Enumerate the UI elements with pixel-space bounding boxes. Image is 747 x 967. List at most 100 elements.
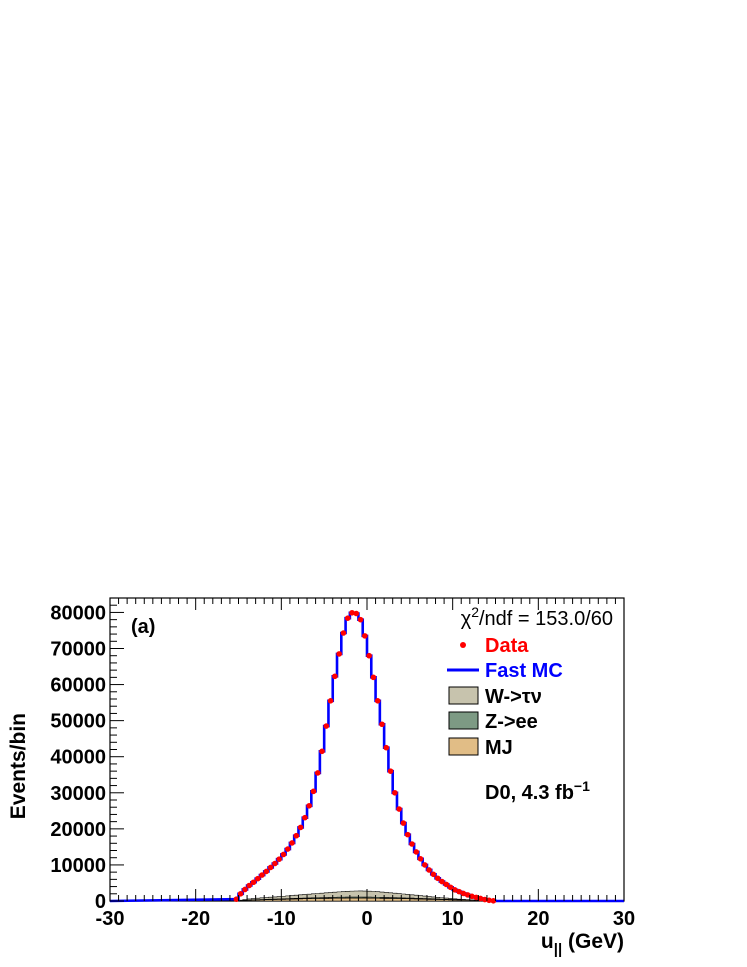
data-point	[306, 802, 312, 809]
data-point	[366, 652, 372, 659]
y-tick-label: 10000	[50, 855, 106, 877]
data-point	[254, 875, 261, 882]
data-point	[263, 868, 270, 875]
data-point	[327, 698, 334, 704]
y-tick-label: 20000	[50, 819, 106, 841]
data-point	[233, 896, 240, 902]
legend: Data Fast MC W->τν Z->ee MJ	[447, 635, 563, 759]
data-point	[370, 674, 377, 681]
data-point	[387, 768, 394, 774]
data-point	[383, 744, 390, 751]
data-point	[439, 878, 445, 885]
legend-z-ee-swatch-icon	[448, 711, 479, 730]
data-point	[486, 897, 492, 904]
y-tick-label: 80000	[50, 602, 106, 624]
data-point	[426, 867, 432, 873]
data-point	[417, 856, 424, 862]
data-point	[469, 893, 475, 900]
data-point	[340, 630, 347, 636]
legend-data-marker-icon	[460, 642, 466, 648]
data-point	[284, 846, 291, 852]
data-point	[237, 890, 244, 897]
legend-mj-label: MJ	[485, 737, 513, 759]
legend-entry-mj: MJ	[448, 737, 513, 759]
data-point	[319, 748, 325, 755]
data-point	[392, 789, 398, 796]
data-point	[413, 849, 420, 855]
legend-fast-mc-label: Fast MC	[485, 660, 563, 682]
data-point	[430, 871, 437, 878]
y-tick-label: 60000	[50, 675, 106, 697]
data-point	[259, 872, 265, 878]
data-point	[344, 615, 351, 621]
data-point	[280, 851, 287, 858]
data-point	[323, 723, 330, 729]
data-point	[276, 856, 282, 862]
legend-entry-z-ee: Z->ee	[448, 711, 538, 733]
data-point	[481, 896, 488, 903]
x-tick-label: 30	[613, 908, 635, 930]
legend-entry-data: Data	[460, 635, 529, 657]
data-point	[246, 882, 253, 889]
data-point	[452, 887, 458, 893]
data-point	[332, 673, 338, 680]
data-point	[362, 633, 368, 639]
legend-w-tau-nu-swatch-icon	[448, 686, 479, 705]
axis-ticks	[109, 597, 625, 902]
data-point	[250, 879, 257, 886]
data-point	[379, 721, 385, 728]
data-point	[464, 892, 471, 898]
data-point	[374, 698, 381, 704]
data-point	[400, 820, 407, 826]
data-point	[404, 831, 411, 838]
x-axis-title: u|| (GeV)	[541, 930, 624, 958]
data-point	[460, 890, 467, 897]
panel-label: (a)	[131, 616, 155, 638]
data-point	[396, 806, 402, 812]
legend-mj-swatch-icon	[448, 737, 479, 756]
legend-entry-fast-mc: Fast MC	[447, 660, 563, 682]
data-point	[456, 888, 462, 895]
y-tick-labels: 0 10000 20000 30000 40000 50000 60000 70000 8000…	[50, 602, 106, 913]
data-point	[272, 860, 278, 867]
legend-entry-w-tau-nu: W->τν	[448, 686, 542, 708]
x-tick-labels: -30 -20 -10 0 10 20 30	[96, 908, 636, 930]
legend-w-tau-nu-label: W->τν	[485, 686, 542, 708]
data-point	[434, 875, 441, 882]
y-tick-label: 50000	[50, 711, 106, 733]
data-point	[310, 788, 317, 795]
data-point	[302, 814, 308, 821]
x-tick-label: -30	[96, 908, 125, 930]
x-tick-label: -20	[181, 908, 210, 930]
y-axis-title: Events/bin	[7, 713, 30, 819]
data-series	[233, 609, 497, 904]
data-point	[314, 770, 321, 776]
experiment-annotation: D0, 4.3 fb−1	[485, 778, 590, 804]
data-point	[473, 894, 480, 901]
y-tick-label: 40000	[50, 747, 106, 769]
y-tick-label: 30000	[50, 783, 106, 805]
data-point	[443, 881, 450, 888]
data-point	[267, 864, 274, 871]
data-point	[353, 610, 360, 617]
data-point	[293, 832, 300, 839]
chi2-annotation: χ2/ndf = 153.0/60	[461, 604, 613, 630]
data-point	[357, 616, 364, 623]
x-tick-label: 20	[527, 908, 549, 930]
data-point	[336, 651, 342, 657]
data-point	[297, 824, 304, 831]
x-tick-label: 10	[442, 908, 464, 930]
data-point	[409, 841, 415, 847]
x-tick-label: -10	[267, 908, 296, 930]
data-point	[289, 840, 295, 846]
y-tick-label: 70000	[50, 639, 106, 661]
data-point	[447, 884, 454, 891]
data-point	[422, 862, 428, 868]
legend-z-ee-label: Z->ee	[485, 711, 538, 733]
legend-data-label: Data	[485, 635, 529, 657]
data-point	[242, 886, 248, 893]
data-point	[477, 895, 484, 902]
data-point	[349, 609, 355, 616]
y-tick-label: 0	[95, 891, 106, 913]
